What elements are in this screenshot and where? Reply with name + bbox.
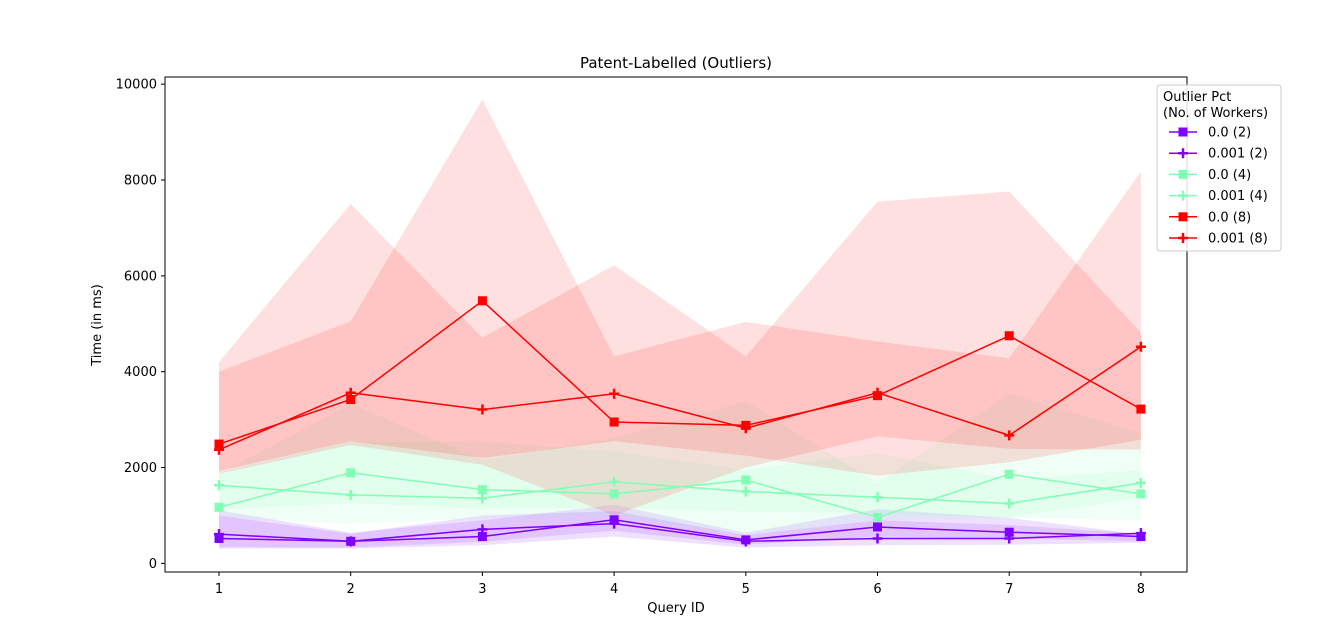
legend-marker <box>1179 212 1188 221</box>
data-point <box>214 503 223 512</box>
data-point <box>478 485 487 494</box>
legend-title: (No. of Workers) <box>1163 106 1268 121</box>
chart-title: Patent-Labelled (Outliers) <box>580 54 772 72</box>
data-point <box>1005 470 1014 479</box>
x-tick-label: 4 <box>610 582 618 597</box>
x-tick-label: 1 <box>215 582 223 597</box>
data-point <box>873 522 882 531</box>
data-point <box>1136 489 1145 498</box>
data-point <box>741 475 750 484</box>
data-point <box>1005 331 1014 340</box>
x-axis: 1 2 3 4 5 6 7 8 <box>215 572 1145 597</box>
y-tick-label: 0 <box>149 557 157 572</box>
legend-marker <box>1179 170 1188 179</box>
y-tick-label: 4000 <box>124 365 157 380</box>
x-tick-label: 2 <box>347 582 355 597</box>
y-tick-label: 6000 <box>124 269 157 284</box>
data-point <box>346 468 355 477</box>
x-axis-label: Query ID <box>647 601 704 616</box>
y-tick-label: 10000 <box>116 78 157 93</box>
data-point <box>873 513 882 522</box>
y-axis-label: Time (in ms) <box>90 284 105 367</box>
legend-marker <box>1179 128 1188 137</box>
data-point <box>1136 405 1145 414</box>
legend-title: Outlier Pct <box>1163 90 1231 105</box>
x-tick-label: 7 <box>1005 582 1013 597</box>
x-tick-label: 6 <box>873 582 881 597</box>
y-tick-label: 2000 <box>124 461 157 476</box>
uncertainty-bands <box>219 100 1141 549</box>
legend-entry: 0.0 (8) <box>1208 210 1251 225</box>
legend-entry: 0.001 (4) <box>1208 189 1268 204</box>
legend-entry: 0.0 (4) <box>1208 168 1251 183</box>
x-tick-label: 8 <box>1137 582 1145 597</box>
y-tick-label: 8000 <box>124 174 157 189</box>
x-tick-label: 5 <box>742 582 750 597</box>
data-point <box>610 418 619 427</box>
legend-entry: 0.001 (8) <box>1208 232 1268 247</box>
data-point <box>610 489 619 498</box>
legend-entry: 0.0 (2) <box>1208 126 1251 141</box>
legend-entry: 0.001 (2) <box>1208 147 1268 162</box>
legend: Outlier Pct(No. of Workers) 0.0 (2) 0.001 … <box>1157 85 1281 251</box>
y-axis: 0 2000 4000 6000 8000 10000 <box>116 78 165 572</box>
x-tick-label: 3 <box>478 582 486 597</box>
data-point <box>478 296 487 305</box>
